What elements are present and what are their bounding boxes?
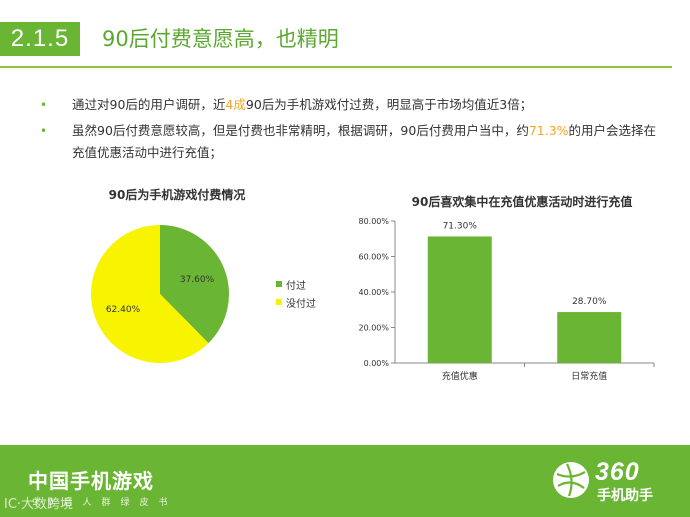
legend-label: 没付过 [286, 298, 316, 310]
brand-logo: 360 手机助手 [553, 458, 673, 508]
bullet-text: 的用户会选择在充值优惠活动中进行充值； [72, 123, 657, 160]
y-tick-label: 20.00% [358, 324, 389, 333]
bullet-text: 虽然90后付费意愿较高，但是付费也非常精明，根据调研，90后付费用户当中，约 [72, 123, 529, 138]
section-number-badge: 2.1.5 [0, 22, 80, 56]
logo-text: 手机助手 [597, 488, 653, 504]
bar [557, 312, 622, 363]
legend-entry: 没付过 [276, 293, 316, 311]
bar-chart-title: 90后喜欢集中在充值优惠活动时进行充值 [411, 195, 633, 209]
watermark: IC·大数跨境 [4, 497, 74, 512]
pie-slice [91, 225, 209, 363]
page-title: 90后付费意愿高，也精明 [102, 27, 339, 51]
pie-chart-title: 90后为手机游戏付费情况 [108, 188, 246, 202]
footer-bar: 中国手机游戏 90后人群绿皮书 IC·大数跨境 360 手机助手 [0, 445, 690, 517]
x-tick-label: 充值优惠 [442, 370, 478, 382]
pie-chart: 37.60% 62.40% [91, 225, 230, 363]
y-tick-label: 0.00% [364, 359, 390, 368]
legend-label: 付过 [286, 280, 306, 292]
basketball-logo-icon [553, 462, 589, 498]
bullet-list: • 通过对90后的用户调研，近4成90后为手机游戏付过费，明显高于市场均值近3倍；… [40, 94, 660, 168]
legend-entry: 付过 [276, 275, 316, 293]
pie-legend: 付过 没付过 [276, 275, 316, 311]
bullet-dot-icon: • [40, 98, 48, 112]
bullet-item: • 虽然90后付费意愿较高，但是付费也非常精明，根据调研，90后付费用户当中，约7… [40, 120, 660, 164]
legend-swatch [276, 281, 282, 287]
y-tick-label: 80.00% [358, 217, 389, 226]
bar-chart: 0.00% 20.00% 40.00% 60.00% 80.00% 71.30% 充值优惠 2… [358, 217, 655, 382]
bullet-dot-icon: • [40, 124, 48, 138]
highlight-text: 71.3% [528, 123, 569, 138]
bar-value-label: 28.70% [572, 297, 607, 307]
bar [427, 236, 492, 363]
bullet-text: 通过对90后的用户调研，近 [72, 97, 226, 112]
x-tick-label: 日常充值 [571, 370, 607, 382]
bullet-item: • 通过对90后的用户调研，近4成90后为手机游戏付过费，明显高于市场均值近3倍； [40, 94, 660, 116]
highlight-text: 4成 [225, 97, 246, 112]
y-tick-label: 60.00% [358, 253, 389, 262]
title-divider [0, 66, 672, 68]
bar-value-label: 71.30% [443, 221, 478, 231]
bullet-text: 90后为手机游戏付过费，明显高于市场均值近3倍； [245, 97, 533, 112]
pie-slice [160, 225, 230, 344]
logo-number: 360 [595, 458, 640, 486]
footer-subtitle: 90后人群绿皮书 [32, 498, 178, 508]
legend-swatch [276, 299, 282, 305]
y-tick-label: 40.00% [358, 288, 389, 297]
pie-slice-label: 37.60% [180, 275, 215, 285]
pie-slice-label: 62.40% [106, 305, 141, 315]
footer-title: 中国手机游戏 [28, 469, 154, 493]
